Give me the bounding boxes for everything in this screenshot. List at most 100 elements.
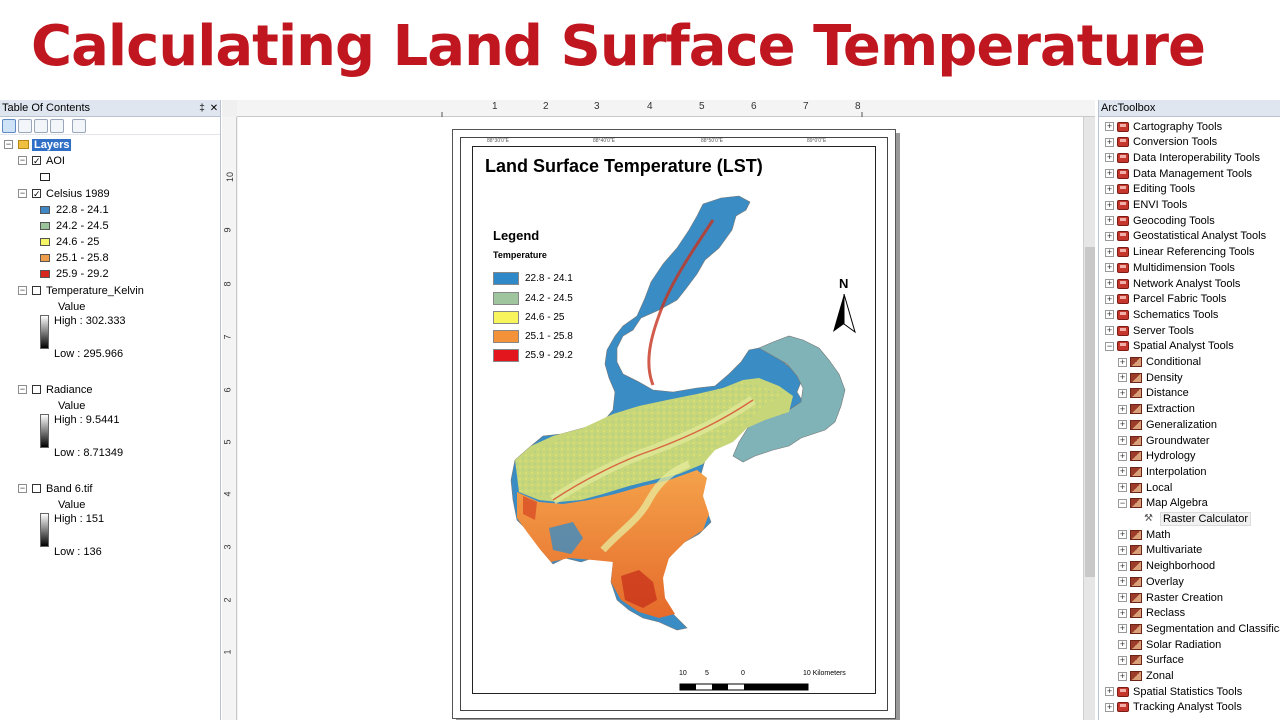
close-icon[interactable]: ✕ [209, 102, 219, 114]
toolset-item[interactable]: + Extraction [1118, 402, 1195, 417]
toolbox-item[interactable]: + Parcel Fabric Tools [1105, 292, 1226, 307]
legend-class[interactable]: 22.8 - 24.1 [40, 202, 109, 217]
expand-icon[interactable]: + [1118, 639, 1127, 650]
visibility-checkbox[interactable] [32, 484, 41, 493]
expand-icon[interactable]: + [1105, 262, 1114, 273]
legend-class[interactable]: 24.6 - 25 [40, 234, 99, 249]
collapse-icon[interactable]: − [18, 384, 27, 394]
toolset-item[interactable]: + Math [1118, 527, 1170, 542]
toolset-item[interactable]: + Generalization [1118, 417, 1217, 432]
collapse-icon[interactable]: − [18, 188, 27, 198]
expand-icon[interactable]: + [1118, 544, 1127, 555]
layout-title[interactable]: Land Surface Temperature (LST) [485, 156, 763, 176]
toolbox-item[interactable]: + Geostatistical Analyst Tools [1105, 229, 1266, 244]
expand-icon[interactable]: + [1105, 121, 1114, 131]
toolset-item[interactable]: + Segmentation and Classification [1118, 621, 1280, 636]
list-by-drawing-order-icon[interactable] [2, 118, 16, 133]
toolset-item[interactable]: + Interpolation [1118, 464, 1207, 479]
legend-class[interactable]: 24.2 - 24.5 [40, 218, 109, 233]
toolset-item[interactable]: + Raster Creation [1118, 590, 1223, 605]
toolbox-item[interactable]: − Spatial Analyst Tools [1105, 339, 1234, 354]
expand-icon[interactable]: + [1118, 372, 1127, 383]
layer-aoi[interactable]: − ✓ AOI [18, 153, 65, 168]
scrollbar-thumb[interactable] [1085, 247, 1095, 577]
toolbox-item[interactable]: + Geocoding Tools [1105, 213, 1215, 228]
layout-view[interactable]: 1 2 3 4 5 6 7 8 10 9 8 7 6 5 4 3 2 1 [222, 100, 1095, 720]
expand-icon[interactable]: + [1105, 686, 1114, 697]
toolset-item[interactable]: + Density [1118, 370, 1183, 385]
list-by-visibility-icon[interactable] [34, 118, 48, 133]
expand-icon[interactable]: + [1118, 387, 1127, 398]
expand-icon[interactable]: + [1105, 136, 1114, 147]
toolbox-item[interactable]: + Network Analyst Tools [1105, 276, 1240, 291]
toolbox-item[interactable]: + Conversion Tools [1105, 135, 1217, 150]
toolbox-item[interactable]: + Server Tools [1105, 323, 1194, 338]
collapse-icon[interactable]: − [1118, 497, 1127, 508]
expand-icon[interactable]: + [1118, 576, 1127, 587]
toolbox-item[interactable]: + ENVI Tools [1105, 198, 1187, 213]
toolset-item[interactable]: + Overlay [1118, 574, 1184, 589]
visibility-checkbox[interactable] [32, 385, 41, 394]
collapse-icon[interactable]: − [18, 155, 27, 165]
tool-raster-calculator[interactable]: ⚒ Raster Calculator [1144, 512, 1251, 527]
layer-radiance[interactable]: − Radiance [18, 382, 92, 397]
expand-icon[interactable]: + [1105, 325, 1114, 336]
expand-icon[interactable]: + [1118, 654, 1127, 665]
expand-icon[interactable]: + [1118, 592, 1127, 602]
expand-icon[interactable]: + [1105, 183, 1114, 194]
toolset-item[interactable]: + Distance [1118, 386, 1189, 401]
expand-icon[interactable]: + [1105, 152, 1114, 163]
collapse-icon[interactable]: − [1105, 340, 1114, 351]
toolset-item[interactable]: + Surface [1118, 653, 1184, 668]
collapse-icon[interactable]: − [4, 139, 13, 149]
toolset-item[interactable]: + Groundwater [1118, 433, 1210, 448]
expand-icon[interactable]: + [1118, 419, 1127, 430]
toolset-item[interactable]: + Neighborhood [1118, 559, 1215, 574]
toolbox-item[interactable]: + Data Interoperability Tools [1105, 150, 1260, 165]
toolset-item[interactable]: + Zonal [1118, 669, 1174, 684]
expand-icon[interactable]: + [1118, 623, 1127, 634]
toolset-item[interactable]: + Hydrology [1118, 449, 1196, 464]
legend-class[interactable]: 25.1 - 25.8 [40, 250, 109, 265]
layers-root[interactable]: − Layers [4, 137, 72, 152]
expand-icon[interactable]: + [1118, 435, 1127, 445]
options-icon[interactable] [72, 118, 86, 133]
north-arrow[interactable]: N [831, 276, 861, 336]
vertical-scrollbar[interactable] [1083, 117, 1095, 720]
expand-icon[interactable]: + [1118, 529, 1127, 540]
toolbox-item[interactable]: + Cartography Tools [1105, 119, 1222, 134]
expand-icon[interactable]: + [1105, 246, 1114, 257]
toolset-item[interactable]: − Map Algebra [1118, 496, 1208, 511]
expand-icon[interactable]: + [1118, 466, 1127, 477]
toolbox-item[interactable]: + Schematics Tools [1105, 307, 1218, 322]
collapse-icon[interactable]: − [18, 285, 27, 295]
toolset-item[interactable]: + Reclass [1118, 606, 1185, 621]
layer-celsius[interactable]: − ✓ Celsius 1989 [18, 186, 110, 201]
expand-icon[interactable]: + [1105, 278, 1114, 288]
visibility-checkbox[interactable] [32, 286, 41, 295]
expand-icon[interactable]: + [1105, 293, 1114, 304]
expand-icon[interactable]: + [1105, 168, 1114, 179]
expand-icon[interactable]: + [1118, 607, 1127, 618]
toolset-item[interactable]: + Multivariate [1118, 543, 1202, 558]
expand-icon[interactable]: + [1118, 356, 1127, 367]
layer-band6[interactable]: − Band 6.tif [18, 481, 92, 496]
toolbox-item[interactable]: + Data Management Tools [1105, 166, 1252, 181]
expand-icon[interactable]: + [1105, 701, 1114, 712]
toolset-item[interactable]: + Solar Radiation [1118, 637, 1221, 652]
list-by-source-icon[interactable] [18, 118, 32, 133]
scale-bar[interactable]: 10 5 0 10 Kilometers [679, 670, 849, 700]
layout-canvas[interactable]: 88°30'0"E 88°40'0"E 88°50'0"E 89°0'0"E L… [238, 117, 1083, 720]
toolbox-item[interactable]: + Linear Referencing Tools [1105, 245, 1254, 260]
legend-class[interactable]: 25.9 - 29.2 [40, 266, 109, 281]
toolbox-item[interactable]: + Editing Tools [1105, 182, 1195, 197]
data-frame[interactable] [472, 146, 876, 694]
expand-icon[interactable]: + [1118, 670, 1127, 681]
collapse-icon[interactable]: − [18, 483, 27, 493]
expand-icon[interactable]: + [1105, 199, 1114, 210]
visibility-checkbox[interactable]: ✓ [32, 189, 41, 199]
expand-icon[interactable]: + [1105, 309, 1114, 320]
layout-page[interactable]: 88°30'0"E 88°40'0"E 88°50'0"E 89°0'0"E L… [452, 129, 896, 719]
layer-temperature-kelvin[interactable]: − Temperature_Kelvin [18, 283, 144, 298]
toolbox-item[interactable]: + Multidimension Tools [1105, 260, 1235, 275]
